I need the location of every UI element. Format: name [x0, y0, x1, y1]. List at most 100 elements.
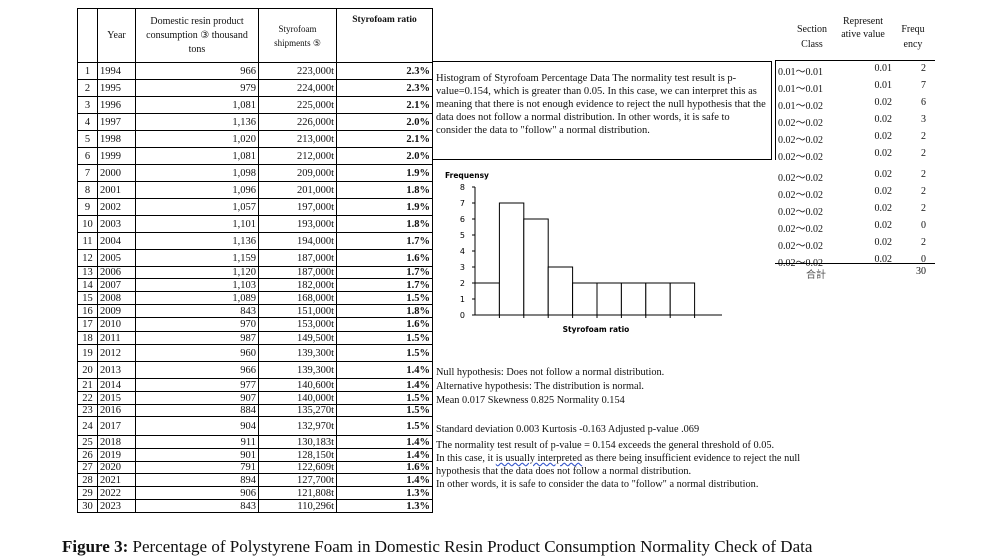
- section-class-cell: 0.02〜0.02: [778, 190, 823, 201]
- table-row: 8 2001 1,096 201,000t 1.8%: [78, 182, 433, 199]
- year-cell: 2019: [98, 449, 136, 461]
- table-row: 14 2007 1,103 182,000t 1.7%: [78, 279, 433, 292]
- shipments-cell: 110,296t: [259, 500, 337, 512]
- histogram-chart: Frequensy 0 1 2 3 4 5 6 7 8 Styrofoam ratio: [445, 171, 722, 334]
- row-number: 9: [78, 199, 98, 215]
- caption-label: Figure 3:: [62, 537, 129, 556]
- y-axis-label: Frequensy: [445, 171, 489, 180]
- frequency-cell: 6: [921, 97, 926, 108]
- representative-value-cell: 0.02: [874, 131, 893, 142]
- ratio-cell: 2.1%: [337, 131, 433, 147]
- year-cell: 2006: [98, 267, 136, 278]
- table-row: 9 2002 1,057 197,000t 1.9%: [78, 199, 433, 216]
- consumption-cell: 1,103: [136, 279, 259, 291]
- histogram-bar: [523, 218, 549, 316]
- row-number: 29: [78, 487, 98, 499]
- frequency-cell: 2: [921, 63, 926, 74]
- shipments-cell: 223,000t: [259, 63, 337, 79]
- interp-pre: In this case, it: [436, 453, 496, 464]
- year-cell: 2022: [98, 487, 136, 499]
- header-section-class: Section Class: [797, 24, 827, 50]
- row-number: 24: [78, 417, 98, 435]
- null-hypothesis-text: Null hypothesis: Does not follow a norma…: [436, 367, 665, 378]
- table-row: 25 2018 911 130,183t 1.4%: [78, 436, 433, 449]
- threshold-text: The normality test result of p-value = 0…: [436, 440, 775, 451]
- sd-stats-text: Standard deviation 0.003 Kurtosis -0.163…: [436, 424, 700, 435]
- year-cell: 2000: [98, 165, 136, 181]
- consumption-cell: 970: [136, 318, 259, 331]
- shipments-cell: 212,000t: [259, 148, 337, 164]
- shipments-cell: 194,000t: [259, 233, 337, 249]
- table-row: 10 2003 1,101 193,000t 1.8%: [78, 216, 433, 233]
- table-row: 30 2023 843 110,296t 1.3%: [78, 500, 433, 513]
- ratio-cell: 2.3%: [337, 63, 433, 79]
- consumption-cell: 1,081: [136, 97, 259, 113]
- row-number: 26: [78, 449, 98, 461]
- histogram-note: Histogram of Styrofoam Percentage Data T…: [432, 61, 772, 160]
- year-cell: 1999: [98, 148, 136, 164]
- row-number: 23: [78, 405, 98, 416]
- table-row: 18 2011 987 149,500t 1.5%: [78, 332, 433, 345]
- section-class-cell: 0.01〜0.01: [778, 67, 823, 78]
- consumption-cell: 1,136: [136, 233, 259, 249]
- shipments-cell: 187,000t: [259, 250, 337, 266]
- table-row: 27 2020 791 122,609t 1.6%: [78, 462, 433, 474]
- header-frequency: Frequ ency: [901, 24, 925, 50]
- shipments-cell: 224,000t: [259, 80, 337, 96]
- ratio-cell: 1.6%: [337, 250, 433, 266]
- alt-hypothesis-text: Alternative hypothesis: The distribution…: [436, 381, 645, 392]
- table-row: 26 2019 901 128,150t 1.4%: [78, 449, 433, 462]
- shipments-cell: 182,000t: [259, 279, 337, 291]
- row-number: 1: [78, 63, 98, 79]
- ratio-cell: 1.3%: [337, 487, 433, 499]
- row-number: 11: [78, 233, 98, 249]
- consumption-cell: 791: [136, 462, 259, 473]
- interpretation-text: In this case, it is usually interpreted …: [436, 453, 800, 464]
- ratio-cell: 2.0%: [337, 148, 433, 164]
- consumption-cell: 1,081: [136, 148, 259, 164]
- y-tick-label: 6: [460, 215, 465, 224]
- histogram-bar: [596, 282, 622, 316]
- total-label: 合計: [806, 270, 826, 281]
- shipments-cell: 149,500t: [259, 332, 337, 344]
- table-row: 4 1997 1,136 226,000t 2.0%: [78, 114, 433, 131]
- ratio-cell: 1.4%: [337, 379, 433, 391]
- table-row: 16 2009 843 151,000t 1.8%: [78, 305, 433, 318]
- year-cell: 2010: [98, 318, 136, 331]
- section-class-cell: 0.01〜0.02: [778, 101, 823, 112]
- header-cell: Styrofoam ratio: [337, 9, 433, 62]
- y-tick-label: 0: [460, 311, 465, 320]
- consumption-cell: 894: [136, 474, 259, 486]
- data-table: Year Domestic resin product consumption ③…: [77, 8, 433, 513]
- ratio-cell: 1.5%: [337, 332, 433, 344]
- frequency-cell: 3: [921, 114, 926, 125]
- table-row: 24 2017 904 132,970t 1.5%: [78, 417, 433, 436]
- shipments-cell: 127,700t: [259, 474, 337, 486]
- consumption-cell: 1,136: [136, 114, 259, 130]
- row-number: 7: [78, 165, 98, 181]
- year-cell: 2009: [98, 305, 136, 317]
- year-cell: 2014: [98, 379, 136, 391]
- consumption-cell: 884: [136, 405, 259, 416]
- spellcheck-underlined-text: is usually interpreted: [495, 453, 583, 464]
- histogram-bar: [498, 202, 525, 316]
- year-cell: 2012: [98, 345, 136, 361]
- section-class-cell: 0.02〜0.02: [778, 118, 823, 129]
- row-number: 12: [78, 250, 98, 266]
- year-cell: 2005: [98, 250, 136, 266]
- consumption-cell: 966: [136, 362, 259, 378]
- consumption-cell: 979: [136, 80, 259, 96]
- year-cell: 2013: [98, 362, 136, 378]
- consumption-cell: 1,096: [136, 182, 259, 198]
- row-number: 18: [78, 332, 98, 344]
- header-cell: Styrofoam shipments ⑤: [259, 9, 337, 62]
- shipments-cell: 122,609t: [259, 462, 337, 473]
- table-row: 1 1994 966 223,000t 2.3%: [78, 63, 433, 80]
- frequency-cell: 0: [921, 220, 926, 231]
- year-cell: 2016: [98, 405, 136, 416]
- representative-value-cell: 0.01: [874, 63, 893, 74]
- consumption-cell: 911: [136, 436, 259, 448]
- representative-value-cell: 0.02: [874, 97, 893, 108]
- shipments-cell: 209,000t: [259, 165, 337, 181]
- representative-value-cell: 0.02: [874, 254, 893, 265]
